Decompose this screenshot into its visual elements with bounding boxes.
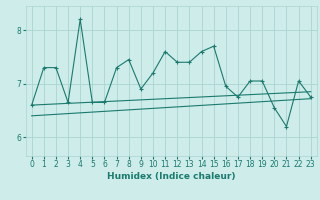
X-axis label: Humidex (Indice chaleur): Humidex (Indice chaleur): [107, 172, 236, 181]
